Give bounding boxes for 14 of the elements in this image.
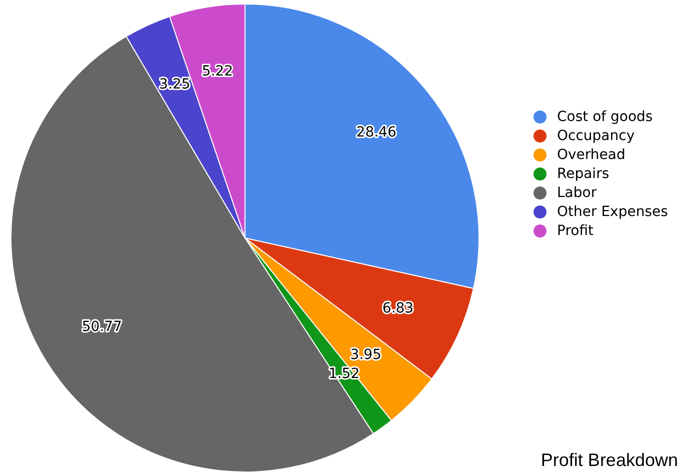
legend-label: Other Expenses — [557, 204, 668, 220]
legend-label: Repairs — [557, 166, 610, 182]
legend-label: Cost of goods — [557, 108, 653, 125]
data-label: 6.83 — [382, 300, 414, 316]
data-label: 50.77 — [82, 318, 122, 335]
data-label: 3.95 — [350, 347, 382, 364]
data-label: 5.22 — [202, 64, 234, 80]
legend-label: Profit — [557, 222, 594, 239]
legend-label: Overhead — [557, 146, 626, 163]
data-label: 3.25 — [159, 76, 190, 93]
legend-label: Labor — [557, 184, 597, 201]
legend-label: Occupancy — [557, 128, 635, 144]
text: Profit Breakdown — [540, 450, 678, 470]
data-label: 28.46 — [356, 124, 396, 140]
